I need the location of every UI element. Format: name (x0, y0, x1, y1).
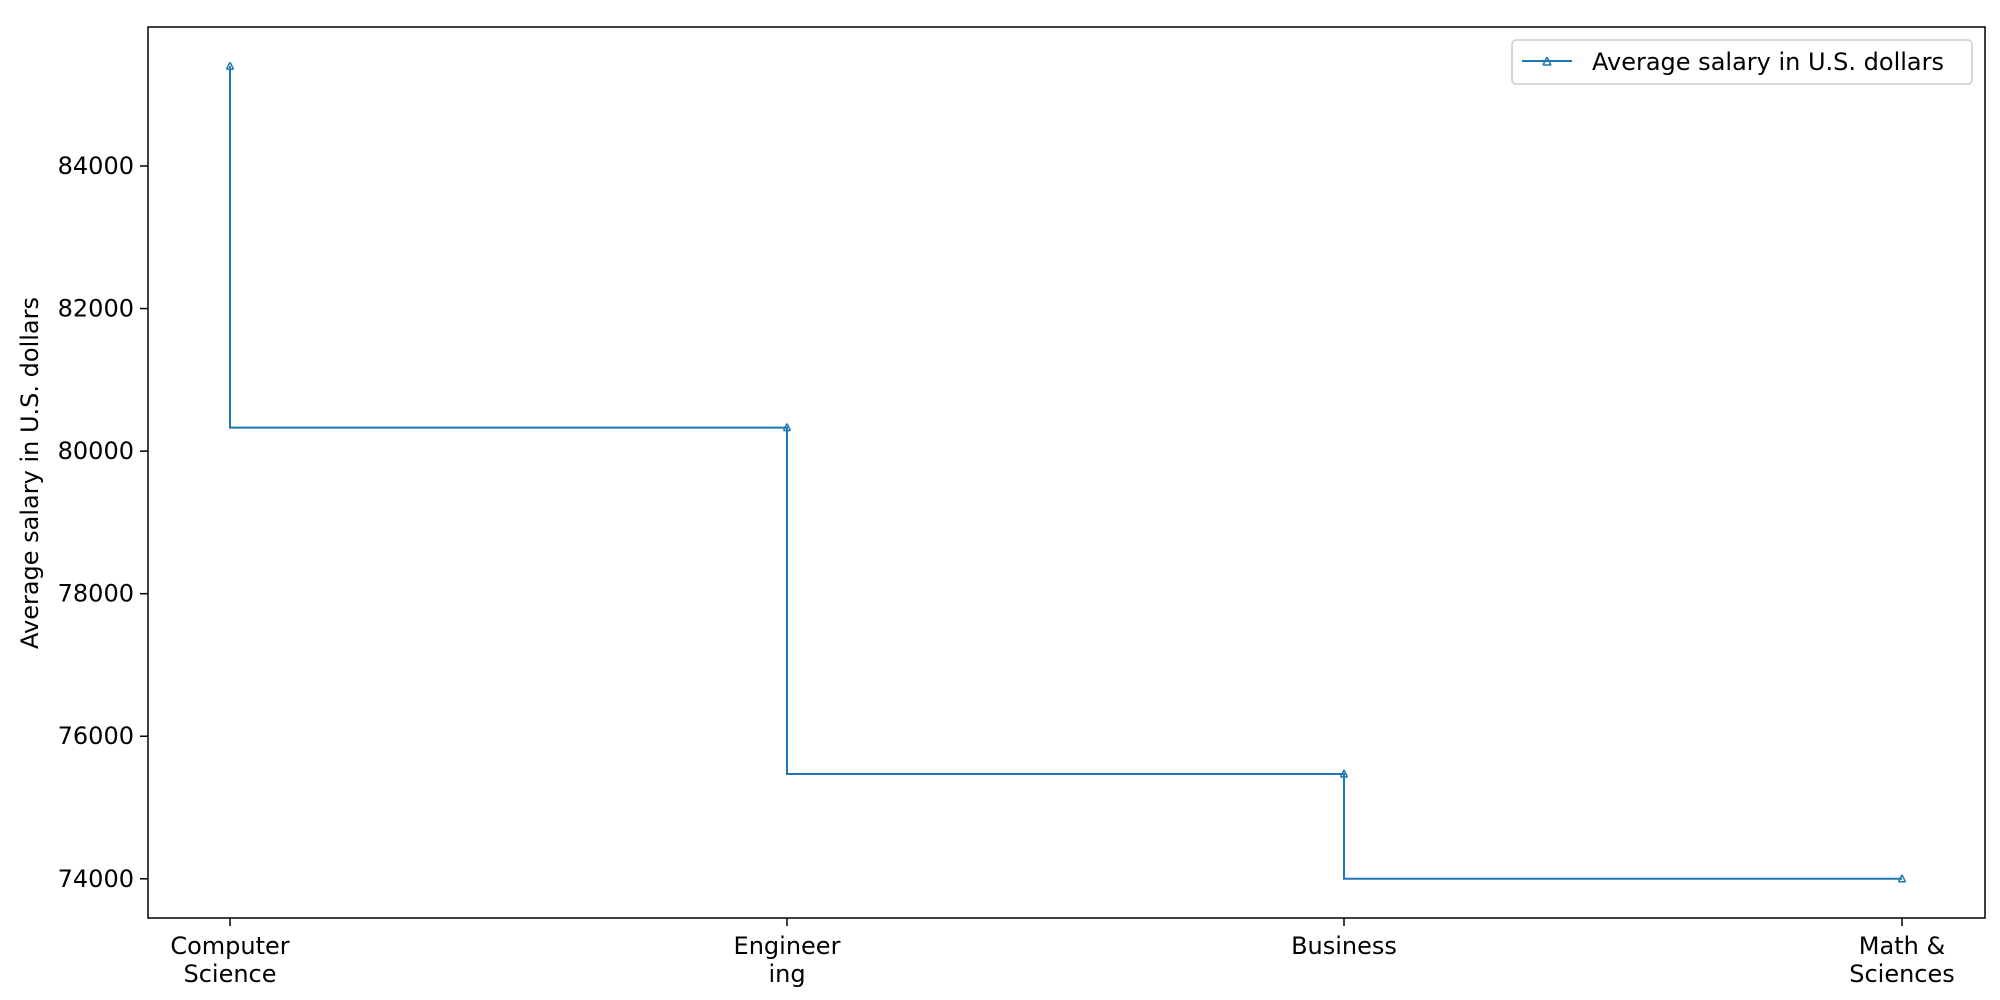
y-tick-label: 84000 (58, 152, 134, 180)
data-point-marker (782, 423, 792, 432)
x-tick-label: Business (1291, 932, 1397, 960)
y-tick-label: 78000 (58, 580, 134, 608)
axes-layer: 74000 76000 78000 80000 82000 84000 Computer Sc… (58, 26, 1986, 988)
plot-frame (147, 26, 1986, 919)
x-tick-label: Math & Sciences (1849, 932, 1955, 988)
legend-label: Average salary in U.S. dollars (1592, 48, 1944, 76)
x-tick-label: Engineer ing (734, 932, 841, 988)
plot-area (148, 27, 1985, 918)
series-layer (225, 61, 1907, 883)
y-tick-label: 74000 (58, 865, 134, 893)
data-point-marker (225, 61, 235, 70)
data-point-marker (1339, 769, 1349, 778)
legend: Average salary in U.S. dollars (1511, 39, 1973, 85)
y-tick-label: 80000 (58, 437, 134, 465)
series-step-line (229, 66, 1902, 880)
y-tick-label: 82000 (58, 295, 134, 323)
x-tick-label: Computer Science (170, 932, 289, 988)
legend-box (1511, 39, 1973, 85)
plot-background (148, 27, 1985, 918)
y-axis-label: Average salary in U.S. dollars (16, 297, 44, 649)
data-point-marker (1897, 874, 1907, 883)
y-tick-label: 76000 (58, 722, 134, 750)
legend-marker-icon (1542, 56, 1552, 66)
